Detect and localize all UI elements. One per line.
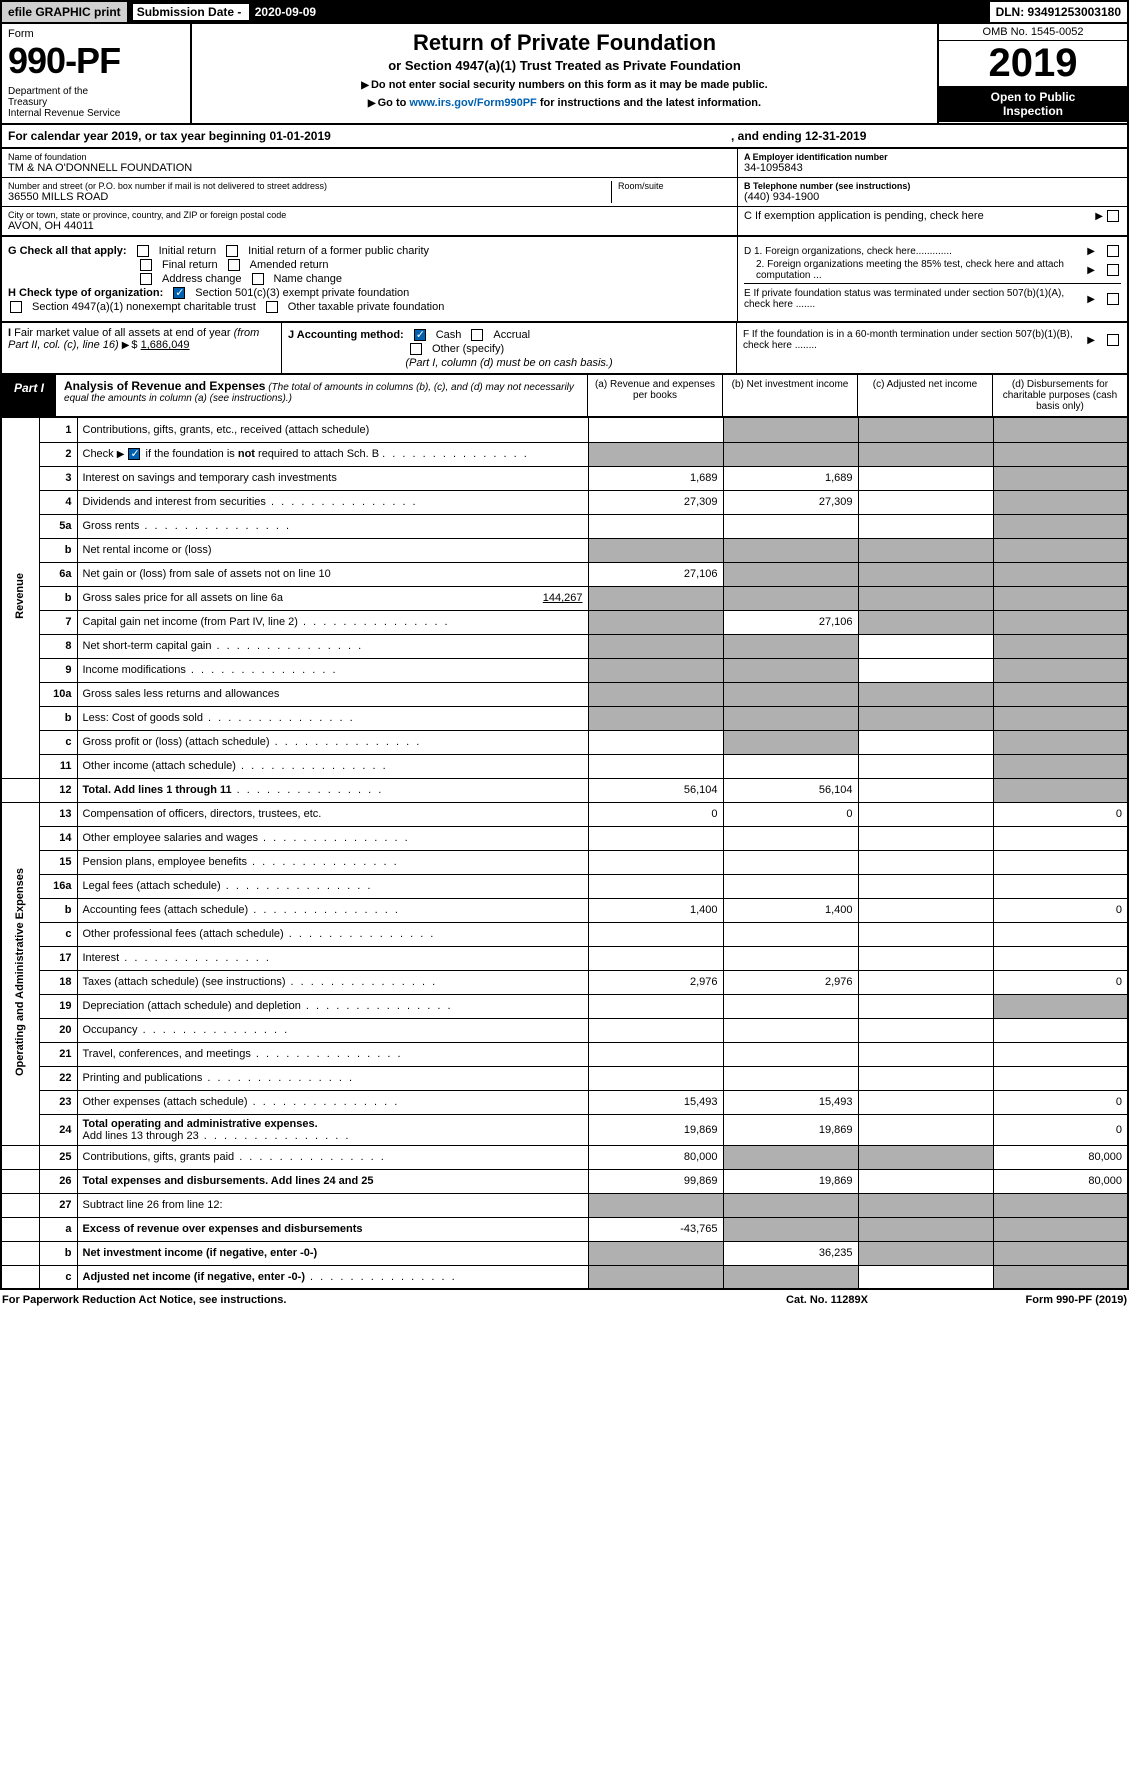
4947-checkbox[interactable] (10, 301, 22, 313)
j-label: J Accounting method: (288, 329, 404, 341)
ein-label: A Employer identification number (744, 152, 1121, 162)
col-c: (c) Adjusted net income (857, 375, 992, 416)
expenses-side: Operating and Administrative Expenses (1, 802, 39, 1145)
part1-header: Part I Analysis of Revenue and Expenses … (0, 375, 1129, 418)
col-a: (a) Revenue and expenses per books (587, 375, 722, 416)
cash-checkbox[interactable] (414, 329, 426, 341)
fmv-value: 1,686,049 (141, 339, 190, 351)
form-ref: Form 990-PF (2019) (927, 1294, 1127, 1306)
501c3-checkbox[interactable] (173, 287, 185, 299)
h-label: H Check type of organization: (8, 287, 163, 299)
top-bar: efile GRAPHIC print Submission Date - 20… (0, 0, 1129, 24)
foundation-name: TM & NA O'DONNELL FOUNDATION (8, 162, 731, 174)
name-label: Name of foundation (8, 152, 731, 162)
paperwork-notice: For Paperwork Reduction Act Notice, see … (2, 1294, 727, 1306)
omb-number: OMB No. 1545-0052 (939, 24, 1127, 41)
other-method-checkbox[interactable] (410, 343, 422, 355)
form-number: 990-PF (8, 40, 184, 82)
g-label: G Check all that apply: (8, 245, 127, 257)
page-footer: For Paperwork Reduction Act Notice, see … (0, 1290, 1129, 1310)
e-label: E If private foundation status was termi… (744, 288, 1079, 310)
j-note: (Part I, column (d) must be on cash basi… (288, 357, 730, 369)
form-label: Form (8, 28, 184, 40)
dln: DLN: 93491253003180 (990, 2, 1127, 22)
col-b: (b) Net investment income (722, 375, 857, 416)
form-subtitle: or Section 4947(a)(1) Trust Treated as P… (202, 58, 927, 73)
d1-checkbox[interactable] (1107, 245, 1119, 257)
part1-title: Analysis of Revenue and Expenses (The to… (56, 375, 587, 416)
identification-block: Name of foundation TM & NA O'DONNELL FOU… (0, 149, 1129, 237)
irs-link[interactable]: www.irs.gov/Form990PF (409, 97, 536, 109)
e-checkbox[interactable] (1107, 293, 1119, 305)
form-note1: Do not enter social security numbers on … (202, 79, 927, 91)
phone: (440) 934-1900 (744, 191, 1121, 203)
d2-label: 2. Foreign organizations meeting the 85%… (744, 259, 1079, 281)
exemption-label: C If exemption application is pending, c… (744, 210, 1095, 222)
final-return-checkbox[interactable] (140, 259, 152, 271)
room-label: Room/suite (618, 181, 731, 191)
accrual-checkbox[interactable] (471, 329, 483, 341)
form-header: Form 990-PF Department of theTreasuryInt… (0, 24, 1129, 125)
fmv-row: I Fair market value of all assets at end… (0, 323, 1129, 375)
address-label: Number and street (or P.O. box number if… (8, 181, 611, 191)
department: Department of theTreasuryInternal Revenu… (8, 86, 184, 119)
other-taxable-checkbox[interactable] (266, 301, 278, 313)
d1-label: D 1. Foreign organizations, check here..… (744, 246, 1079, 257)
amended-return-checkbox[interactable] (228, 259, 240, 271)
form-title: Return of Private Foundation (202, 30, 927, 56)
initial-former-checkbox[interactable] (226, 245, 238, 257)
d2-checkbox[interactable] (1107, 264, 1119, 276)
check-block: G Check all that apply: Initial return I… (0, 237, 1129, 323)
f-checkbox[interactable] (1107, 334, 1119, 346)
col-d: (d) Disbursements for charitable purpose… (992, 375, 1127, 416)
revenue-table: Revenue 1Contributions, gifts, grants, e… (0, 418, 1129, 1290)
schb-checkbox[interactable] (128, 448, 140, 460)
form-note2: Go to www.irs.gov/Form990PF for instruct… (202, 97, 927, 109)
f-label: F If the foundation is in a 60-month ter… (743, 329, 1079, 351)
submission-date: Submission Date - 2020-09-09 (127, 2, 990, 22)
city: AVON, OH 44011 (8, 220, 731, 232)
city-label: City or town, state or province, country… (8, 210, 731, 220)
part1-tab: Part I (2, 375, 56, 416)
address-change-checkbox[interactable] (140, 273, 152, 285)
ein: 34-1095843 (744, 162, 1121, 174)
cat-no: Cat. No. 11289X (727, 1294, 927, 1306)
name-change-checkbox[interactable] (252, 273, 264, 285)
address: 36550 MILLS ROAD (8, 191, 611, 203)
calendar-year: For calendar year 2019, or tax year begi… (0, 125, 1129, 149)
tax-year: 2019 (939, 41, 1127, 86)
phone-label: B Telephone number (see instructions) (744, 181, 1121, 191)
initial-return-checkbox[interactable] (137, 245, 149, 257)
revenue-side: Revenue (1, 418, 39, 778)
exemption-checkbox[interactable] (1107, 210, 1119, 222)
i-label: I Fair market value of all assets at end… (8, 327, 259, 351)
efile-label: efile GRAPHIC print (2, 2, 127, 22)
open-public: Open to PublicInspection (939, 86, 1127, 122)
